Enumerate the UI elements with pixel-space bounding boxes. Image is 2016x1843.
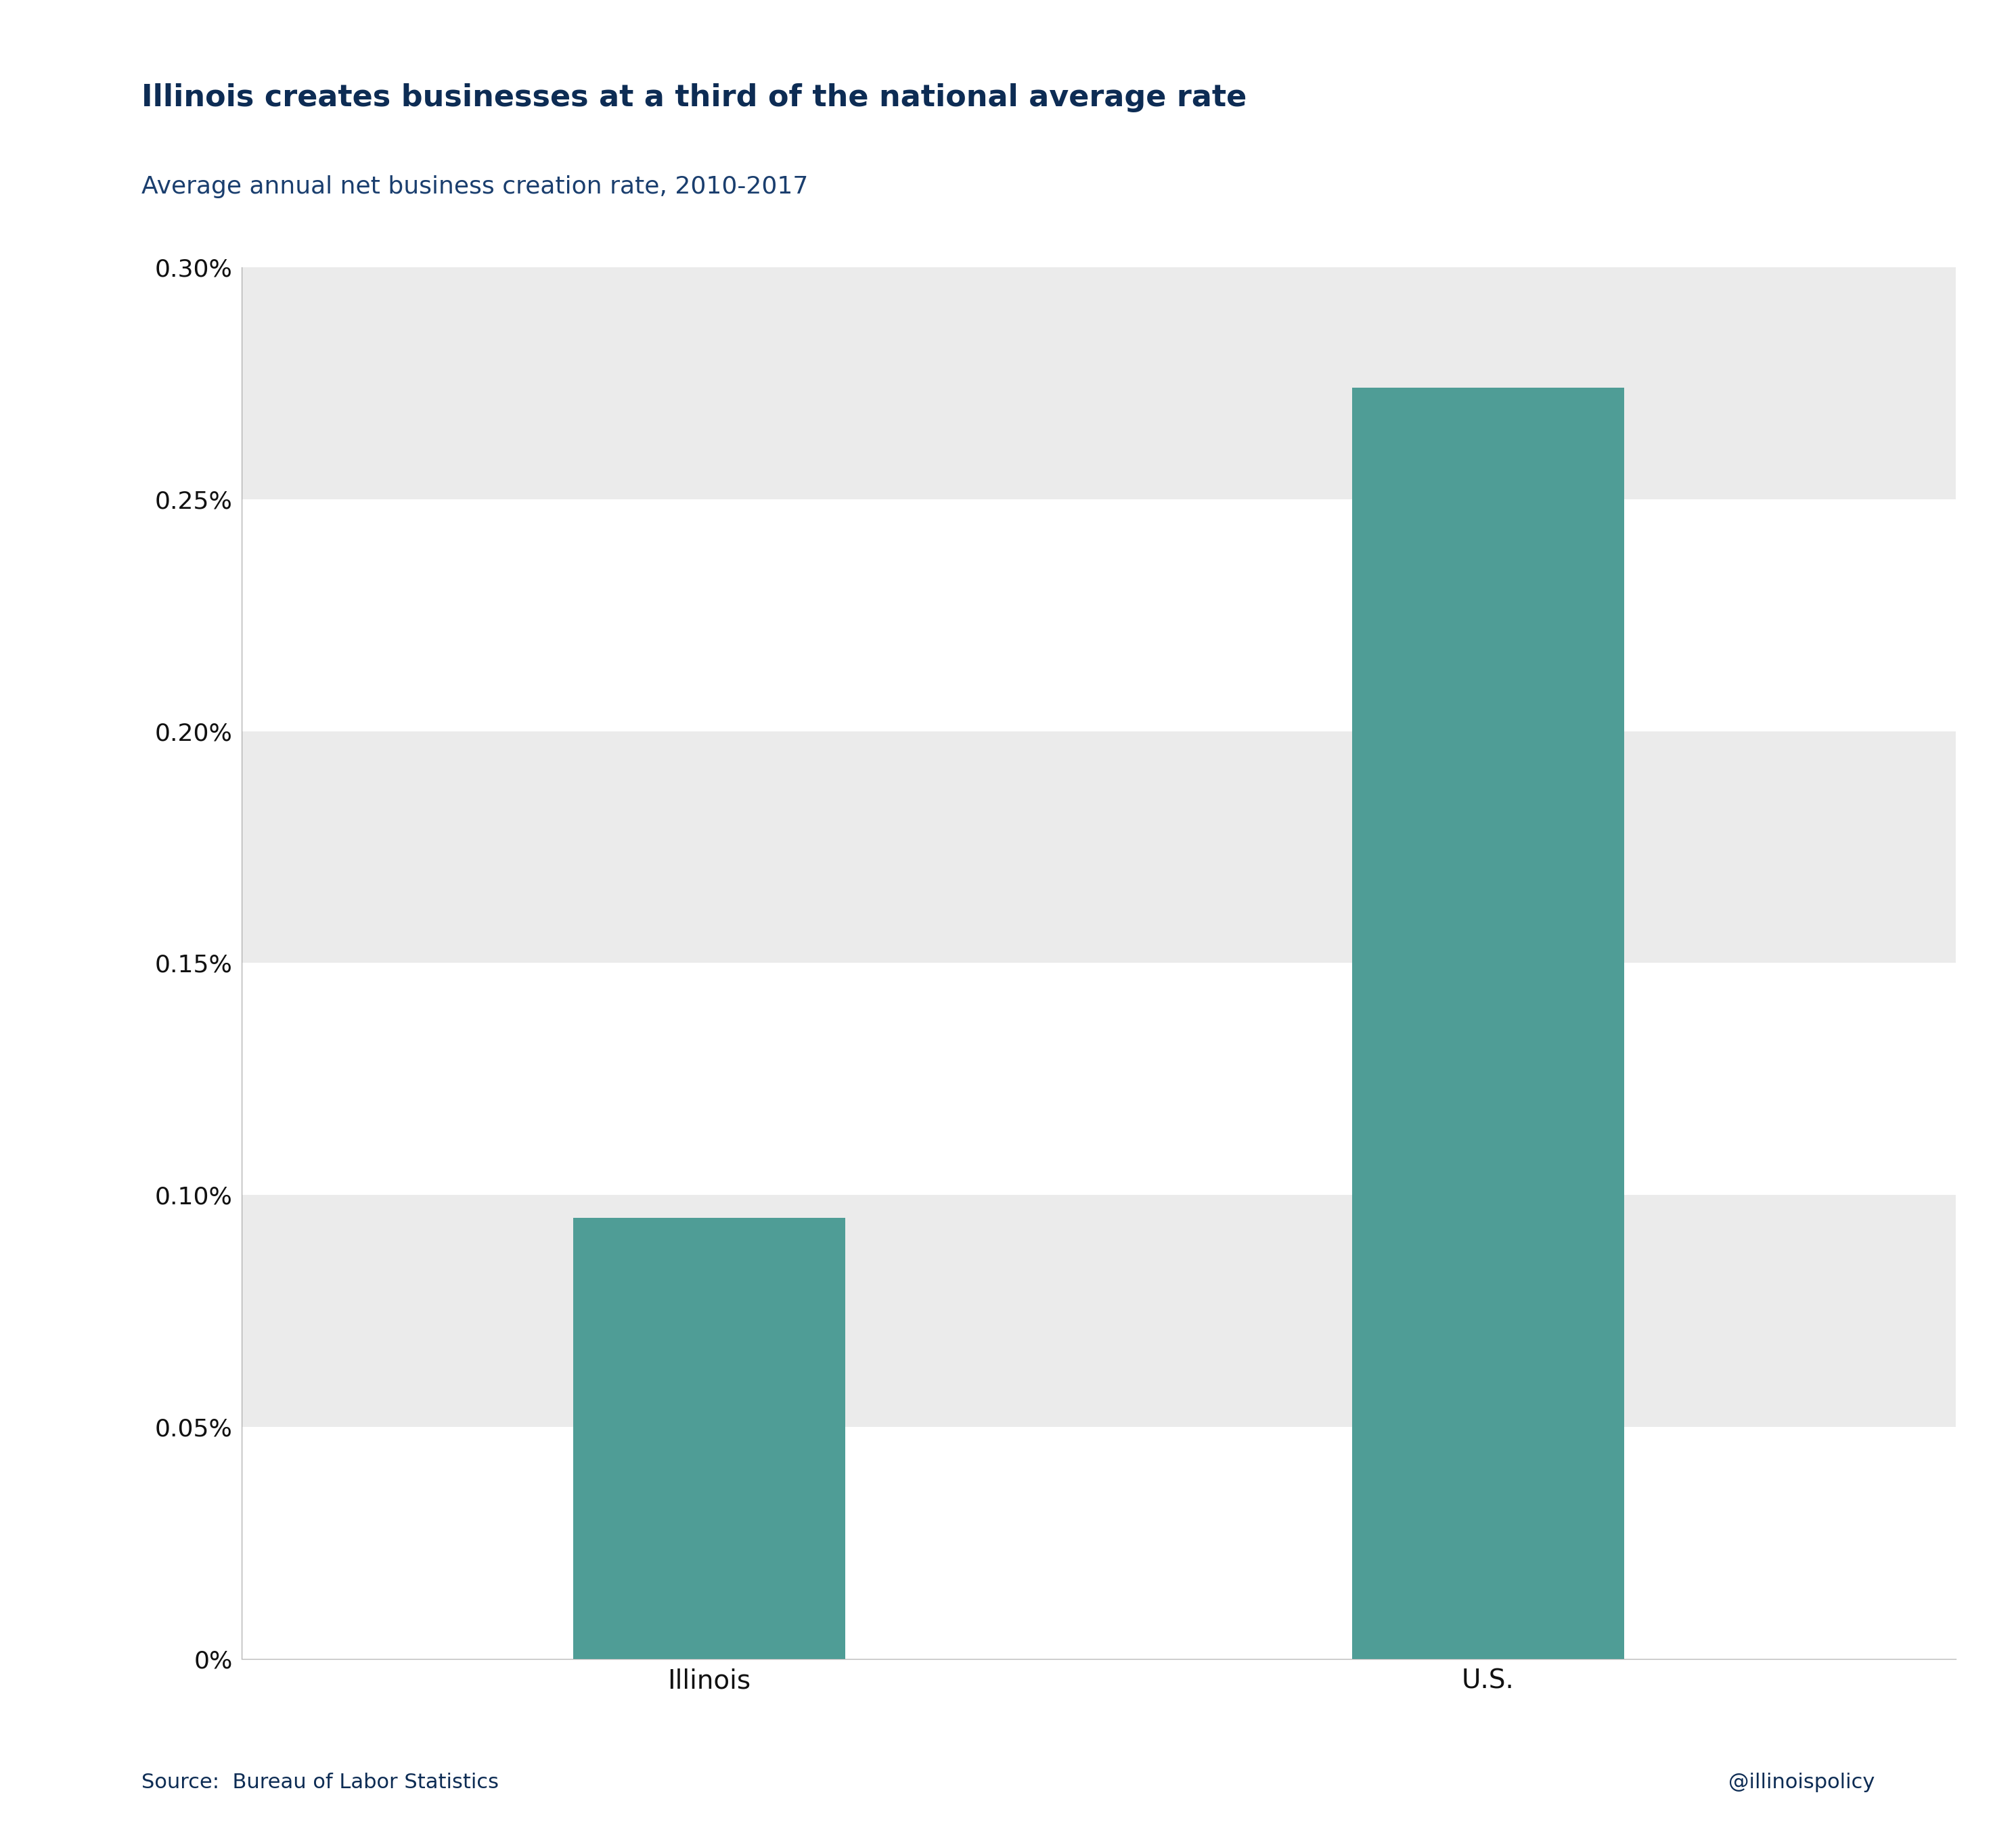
Bar bbox=[573, 1218, 845, 1659]
Bar bbox=[242, 499, 1956, 732]
Text: @illinoispolicy: @illinoispolicy bbox=[1728, 1773, 1875, 1793]
Bar bbox=[242, 1194, 1956, 1426]
Text: Illinois creates businesses at a third of the national average rate: Illinois creates businesses at a third o… bbox=[141, 83, 1246, 112]
Bar bbox=[242, 267, 1956, 499]
Bar bbox=[242, 964, 1956, 1194]
Bar bbox=[242, 1426, 1956, 1659]
Bar bbox=[242, 732, 1956, 964]
Text: Average annual net business creation rate, 2010-2017: Average annual net business creation rat… bbox=[141, 175, 808, 197]
Text: Source:  Bureau of Labor Statistics: Source: Bureau of Labor Statistics bbox=[141, 1773, 498, 1793]
Bar bbox=[1353, 387, 1625, 1659]
